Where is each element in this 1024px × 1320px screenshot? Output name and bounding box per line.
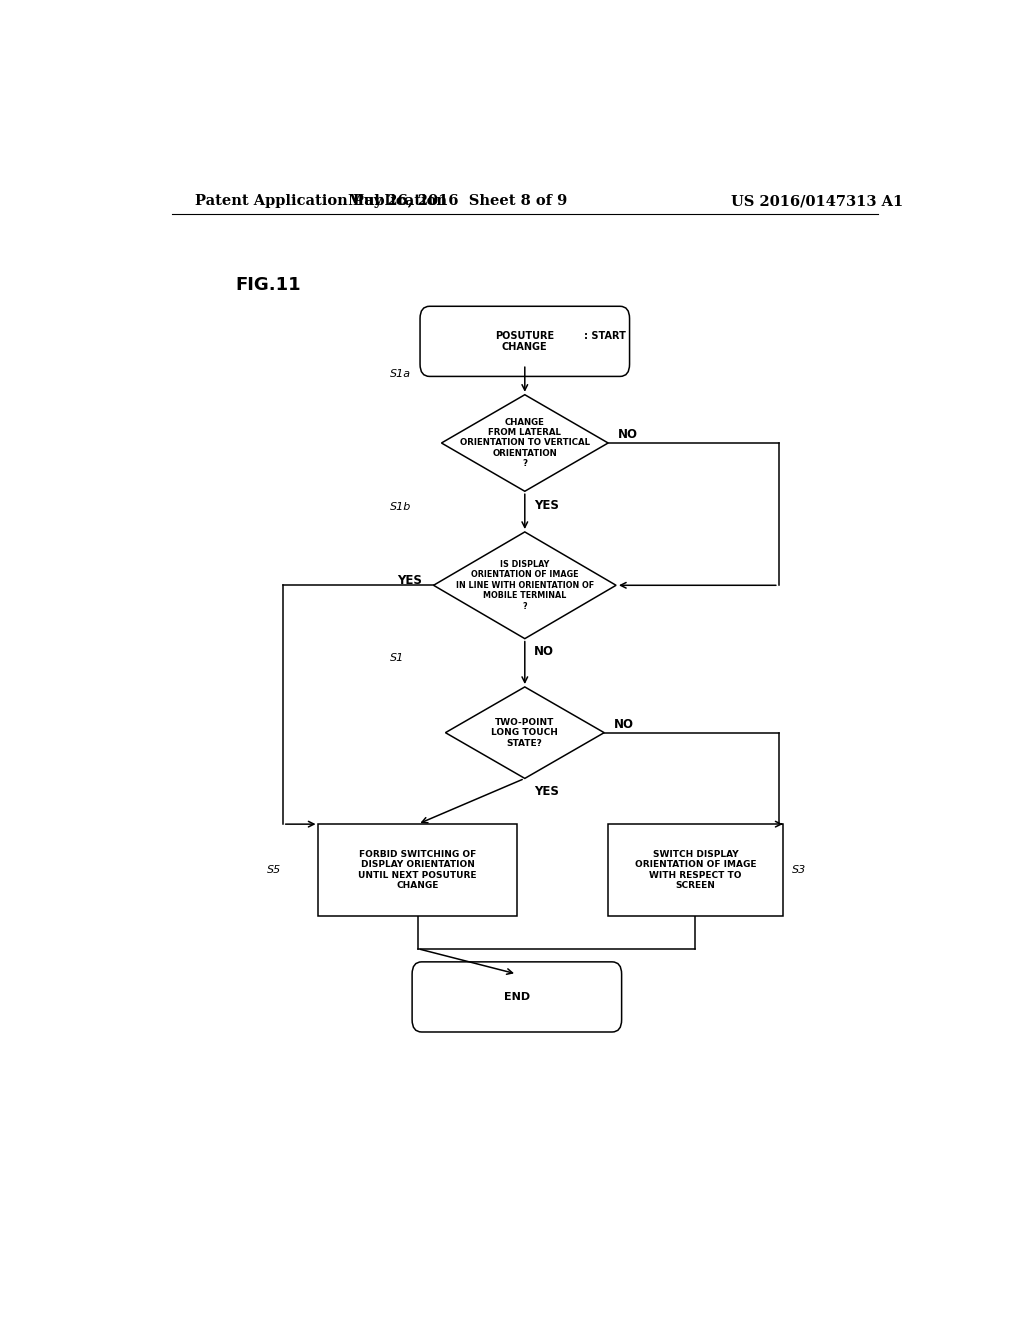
Text: FORBID SWITCHING OF
DISPLAY ORIENTATION
UNTIL NEXT POSUTURE
CHANGE: FORBID SWITCHING OF DISPLAY ORIENTATION … — [358, 850, 477, 890]
Text: YES: YES — [396, 574, 422, 586]
Text: NO: NO — [617, 429, 638, 441]
FancyBboxPatch shape — [420, 306, 630, 376]
Text: YES: YES — [535, 784, 559, 797]
Text: END: END — [504, 991, 530, 1002]
Text: CHANGE
FROM LATERAL
ORIENTATION TO VERTICAL
ORIENTATION
?: CHANGE FROM LATERAL ORIENTATION TO VERTI… — [460, 417, 590, 469]
Polygon shape — [445, 686, 604, 779]
Text: S5: S5 — [267, 865, 282, 875]
Text: : START: : START — [585, 331, 627, 342]
Text: TWO-POINT
LONG TOUCH
STATE?: TWO-POINT LONG TOUCH STATE? — [492, 718, 558, 747]
Text: YES: YES — [535, 499, 559, 512]
Text: NO: NO — [535, 644, 554, 657]
Text: NO: NO — [613, 718, 634, 731]
Polygon shape — [433, 532, 616, 639]
Text: Patent Application Publication: Patent Application Publication — [196, 194, 447, 209]
FancyBboxPatch shape — [412, 962, 622, 1032]
Text: POSUTURE
CHANGE: POSUTURE CHANGE — [496, 330, 554, 352]
Text: FIG.11: FIG.11 — [236, 276, 301, 294]
Text: US 2016/0147313 A1: US 2016/0147313 A1 — [731, 194, 903, 209]
Bar — [608, 824, 782, 916]
Text: IS DISPLAY
ORIENTATION OF IMAGE
IN LINE WITH ORIENTATION OF
MOBILE TERMINAL
?: IS DISPLAY ORIENTATION OF IMAGE IN LINE … — [456, 560, 594, 611]
Text: S3: S3 — [793, 865, 807, 875]
Text: May 26, 2016  Sheet 8 of 9: May 26, 2016 Sheet 8 of 9 — [348, 194, 567, 209]
Text: S1a: S1a — [390, 370, 411, 379]
Text: S1: S1 — [390, 652, 404, 663]
Polygon shape — [441, 395, 608, 491]
Bar — [318, 824, 517, 916]
Text: SWITCH DISPLAY
ORIENTATION OF IMAGE
WITH RESPECT TO
SCREEN: SWITCH DISPLAY ORIENTATION OF IMAGE WITH… — [635, 850, 756, 890]
Text: S1b: S1b — [390, 502, 412, 512]
